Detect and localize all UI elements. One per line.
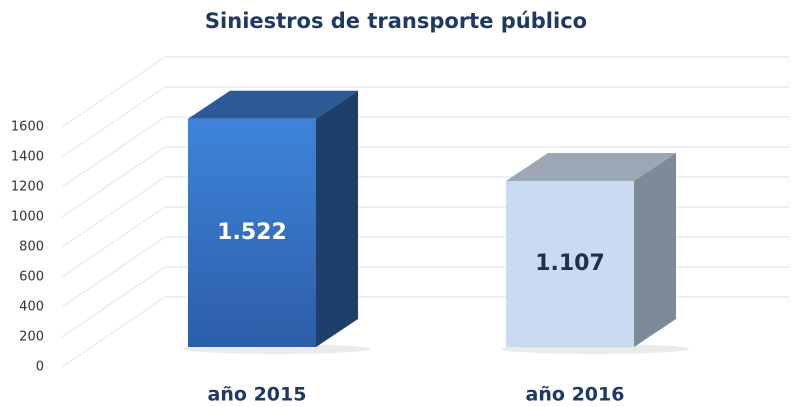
grid-line — [61, 86, 790, 158]
grid-line — [61, 266, 790, 338]
data-label: 1.107 — [535, 251, 605, 276]
bar — [506, 180, 634, 347]
y-tick-label: 600 — [19, 270, 44, 285]
x-tick-label: año 2016 — [526, 384, 625, 406]
bar-top — [188, 90, 358, 119]
y-tick-label: 1000 — [11, 210, 44, 225]
grid-line — [61, 56, 790, 128]
y-tick-label: 1600 — [11, 120, 44, 135]
x-tick-label: año 2015 — [208, 384, 307, 406]
data-label: 1.522 — [217, 220, 287, 245]
bar-side — [316, 90, 358, 347]
chart-title: Siniestros de transporte público — [205, 9, 587, 33]
y-tick-label: 1200 — [11, 180, 44, 195]
grid-line — [61, 296, 790, 368]
bar-side — [634, 152, 676, 347]
y-tick-label: 1400 — [11, 150, 44, 165]
y-tick-label: 0 — [36, 360, 44, 375]
y-tick-label: 800 — [19, 240, 44, 255]
y-tick-label: 200 — [19, 330, 44, 345]
bar-top — [506, 152, 676, 181]
grid-line — [61, 146, 790, 218]
bar — [188, 118, 316, 347]
grid-line — [61, 116, 790, 188]
y-tick-label: 400 — [19, 300, 44, 315]
